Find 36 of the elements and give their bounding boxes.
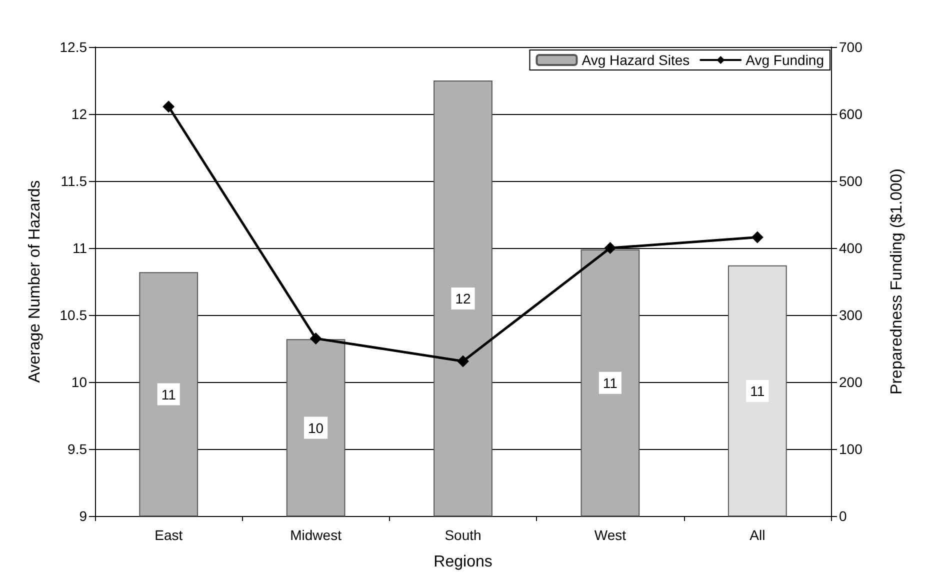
y-tick-label: 12.5 [60,39,88,55]
y-tick-label: 12 [71,106,88,122]
point [604,242,616,254]
data-label: 10 [308,420,324,436]
y-tick-label: 11.5 [60,173,88,189]
point [457,355,469,368]
y-tick-label: 11 [72,240,88,256]
y2-tick-label: 600 [839,106,863,122]
y2-tick-label: 700 [839,39,863,55]
y2-tick-label: 0 [839,508,847,524]
legend-label: Avg Funding [746,52,824,68]
data-label: 11 [602,374,618,391]
y2-tick-label: 100 [839,441,863,457]
x-tick-label: West [594,527,626,543]
y2-axis-title: Preparedness Funding ($1.000) [888,168,906,394]
y2-tick-label: 200 [839,374,863,390]
x-tick-label: Midwest [290,527,342,543]
point [751,231,764,244]
y2-tick-label: 400 [839,240,863,256]
data-label: 12 [455,290,471,306]
point [310,332,322,344]
y-tick-label: 9 [79,508,88,524]
x-tick-label: East [154,527,183,543]
data-label: 11 [750,382,765,399]
x-tick-label: South [444,527,482,543]
x-axis-title: Regions [434,554,492,570]
y2-tick-label: 500 [839,173,863,189]
x-tick-label: All [750,527,766,543]
data-label: 11 [161,386,176,402]
y-axis-title: Average Number of Hazards [26,180,44,383]
y2-tick-label: 300 [839,307,863,323]
legend-label: Avg Hazard Sites [582,52,690,68]
y-tick-label: 10 [71,374,88,390]
y-tick-label: 9.5 [68,441,88,457]
y-tick-label: 10.5 [60,307,88,323]
point [162,100,175,113]
